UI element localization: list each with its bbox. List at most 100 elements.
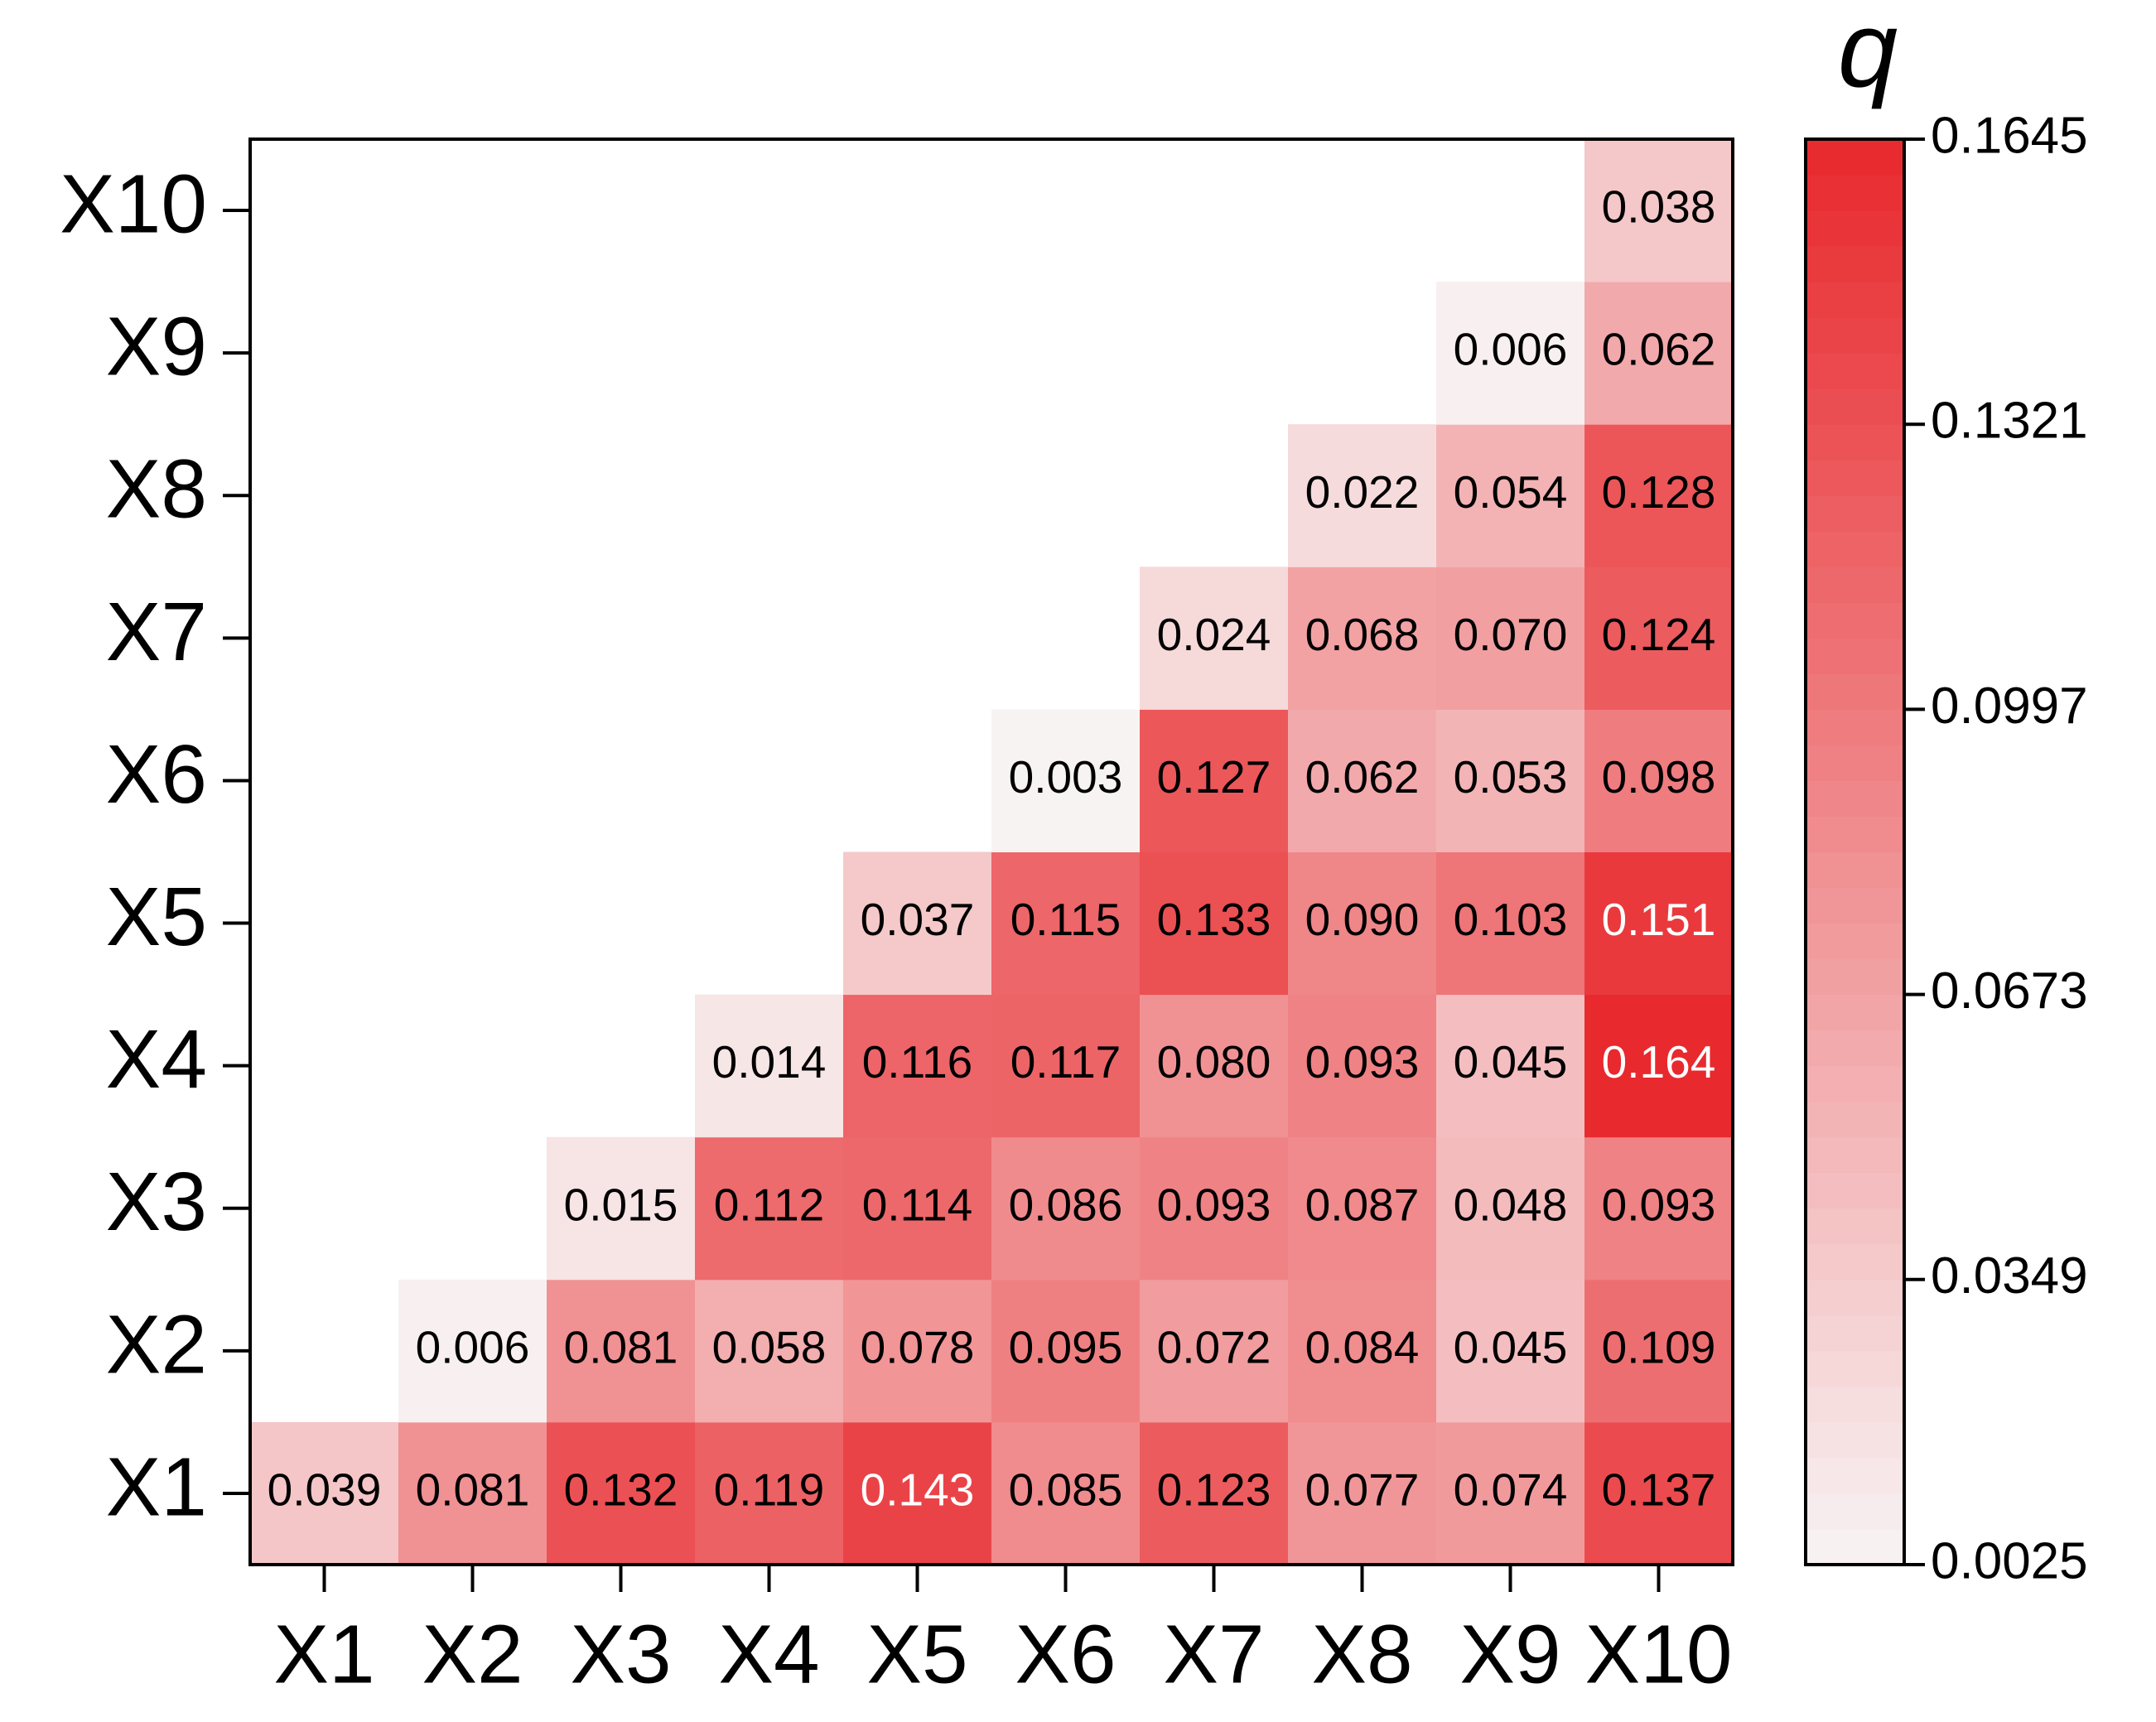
heatmap-cell xyxy=(1436,1136,1585,1281)
heatmap-cell xyxy=(1584,1421,1734,1565)
heatmap-cell xyxy=(1288,709,1437,852)
colorbar-step xyxy=(1806,638,1904,674)
y-tick-label: X9 xyxy=(106,301,207,393)
colorbar-step xyxy=(1806,745,1904,782)
heatmap-cell xyxy=(1436,567,1585,710)
cell-label: 0.003 xyxy=(1009,751,1123,803)
heatmap-cell xyxy=(1436,851,1585,996)
colorbar-step xyxy=(1806,1528,1904,1565)
cell-label: 0.151 xyxy=(1602,894,1716,945)
heatmap-cell xyxy=(843,851,992,996)
colorbar-tick-label: 0.0349 xyxy=(1931,1247,2088,1305)
x-tick-label: X7 xyxy=(1163,1608,1264,1700)
cell-label: 0.164 xyxy=(1602,1036,1716,1088)
colorbar-step xyxy=(1806,1314,1904,1352)
heatmap-cell xyxy=(991,1279,1141,1423)
x-tick-label: X1 xyxy=(273,1608,374,1700)
cell-label: 0.006 xyxy=(416,1321,530,1372)
cell-label: 0.081 xyxy=(564,1321,678,1372)
heatmap-cell xyxy=(1140,851,1289,996)
heatmap-cell xyxy=(1436,424,1585,567)
colorbar-step xyxy=(1806,495,1904,532)
colorbar-step xyxy=(1806,1457,1904,1494)
heatmap-cell xyxy=(1288,567,1437,710)
heatmap-cell xyxy=(695,994,844,1138)
heatmap-cell xyxy=(1584,709,1734,852)
cell-label: 0.143 xyxy=(861,1464,975,1515)
colorbar-step xyxy=(1806,1208,1904,1245)
y-tick-label: X4 xyxy=(106,1013,207,1106)
cell-label: 0.115 xyxy=(1010,894,1121,945)
cell-label: 0.093 xyxy=(1305,1036,1420,1088)
heatmap-cell xyxy=(1584,424,1734,567)
y-tick-label: X5 xyxy=(106,871,207,963)
colorbar-step xyxy=(1806,175,1904,211)
colorbar-step xyxy=(1806,923,1904,960)
colorbar-step xyxy=(1806,210,1904,247)
heatmap-cell xyxy=(1436,1279,1585,1423)
cell-label: 0.095 xyxy=(1009,1321,1123,1372)
colorbar-step xyxy=(1806,1065,1904,1102)
cell-label: 0.093 xyxy=(1157,1179,1271,1230)
heatmap-cell xyxy=(1584,282,1734,425)
colorbar-step xyxy=(1806,1172,1904,1209)
cell-label: 0.119 xyxy=(714,1464,825,1515)
colorbar-tick-label: 0.0997 xyxy=(1931,678,2088,735)
heatmap-cell xyxy=(250,1421,399,1565)
colorbar-step xyxy=(1806,994,1904,1031)
heatmap-cell xyxy=(1140,1421,1289,1565)
cell-label: 0.024 xyxy=(1157,609,1271,660)
cell-label: 0.045 xyxy=(1454,1321,1568,1372)
cell-label: 0.068 xyxy=(1305,609,1420,660)
heatmap-cell xyxy=(547,1136,696,1281)
cell-label: 0.084 xyxy=(1305,1321,1420,1372)
heatmap-cell xyxy=(1584,567,1734,710)
cell-label: 0.070 xyxy=(1454,609,1568,660)
colorbar-step xyxy=(1806,460,1904,496)
cell-label: 0.045 xyxy=(1454,1036,1568,1088)
x-tick-label: X2 xyxy=(422,1608,523,1700)
colorbar-tick-label: 0.0025 xyxy=(1931,1532,2088,1589)
heatmap-cell xyxy=(843,1279,992,1423)
colorbar-step xyxy=(1806,709,1904,746)
colorbar-tick-label: 0.1321 xyxy=(1931,393,2088,450)
colorbar-step xyxy=(1806,887,1904,924)
heatmap-cell xyxy=(991,851,1141,996)
heatmap-cell xyxy=(991,709,1141,852)
cell-label: 0.087 xyxy=(1305,1179,1420,1230)
colorbar-step xyxy=(1806,1386,1904,1423)
cell-label: 0.022 xyxy=(1305,466,1420,518)
colorbar-tick-label: 0.1645 xyxy=(1931,107,2088,164)
colorbar-step xyxy=(1806,602,1904,639)
colorbar-title: q xyxy=(1838,0,1898,109)
heatmap-cell xyxy=(1436,709,1585,852)
heatmap-cell xyxy=(1140,567,1289,710)
cell-label: 0.117 xyxy=(1010,1036,1121,1088)
heatmap-cell xyxy=(1584,1136,1734,1281)
cell-label: 0.086 xyxy=(1009,1179,1123,1230)
cell-label: 0.006 xyxy=(1454,324,1568,375)
cell-label: 0.116 xyxy=(862,1036,973,1088)
x-tick-label: X4 xyxy=(718,1608,819,1700)
heatmap-cell xyxy=(695,1421,844,1565)
cell-label: 0.112 xyxy=(714,1179,825,1230)
heatmap-cell xyxy=(991,1421,1141,1565)
heatmap-cell xyxy=(843,1421,992,1565)
heatmap-cell xyxy=(1436,282,1585,425)
heatmap-cell xyxy=(1288,424,1437,567)
heatmap-cell xyxy=(695,1279,844,1423)
cell-label: 0.133 xyxy=(1157,894,1271,945)
heatmap-cell xyxy=(1436,1421,1585,1565)
cell-label: 0.015 xyxy=(564,1179,678,1230)
heatmap-cell xyxy=(1140,709,1289,852)
cell-label: 0.123 xyxy=(1157,1464,1271,1515)
colorbar-step xyxy=(1806,1243,1904,1281)
heatmap-cell xyxy=(1584,1279,1734,1423)
heatmap-cell xyxy=(1140,994,1289,1138)
colorbar-step xyxy=(1806,246,1904,282)
heatmap-cell xyxy=(1288,994,1437,1138)
y-tick-label: X8 xyxy=(106,443,207,536)
colorbar-step xyxy=(1806,1493,1904,1530)
heatmap-cell xyxy=(1140,1136,1289,1281)
cell-label: 0.053 xyxy=(1454,751,1568,803)
